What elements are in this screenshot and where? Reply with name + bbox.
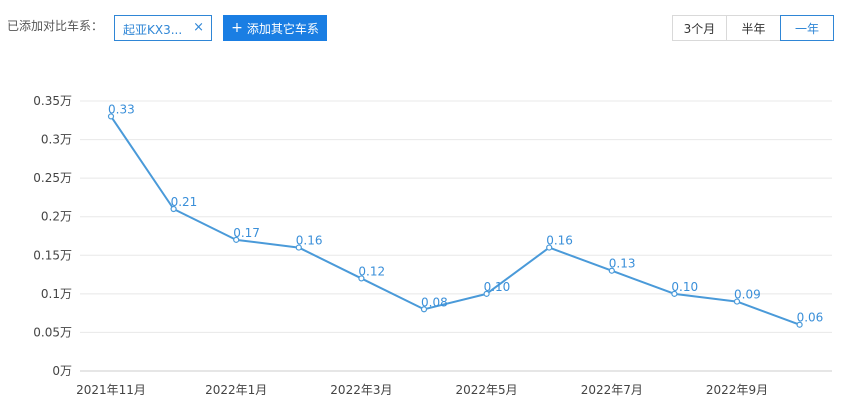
- range-selector: 3个月 半年 一年: [672, 15, 834, 41]
- y-tick-label: 0万: [52, 364, 72, 378]
- data-label: 0.10: [484, 280, 511, 294]
- series-chip-label: 起亚KX3...: [123, 23, 183, 37]
- x-tick-label: 2022年7月: [581, 383, 643, 397]
- plus-icon: +: [231, 20, 243, 36]
- data-label: 0.17: [233, 226, 260, 240]
- data-point: [358, 275, 365, 282]
- add-series-label: 添加其它车系: [246, 21, 319, 36]
- data-label: 0.13: [609, 257, 636, 271]
- x-tick-label: 2021年11月: [76, 383, 146, 397]
- data-label: 0.09: [734, 288, 761, 302]
- toolbar: 已添加对比车系： 起亚KX3... × + 添加其它车系 3个月 半年 一年: [0, 0, 852, 50]
- y-tick-label: 0.05万: [33, 325, 72, 339]
- y-tick-label: 0.2万: [41, 210, 72, 224]
- data-label: 0.08: [421, 295, 448, 309]
- series-line: [110, 115, 800, 326]
- x-tick-label: 2022年9月: [706, 383, 768, 397]
- y-tick-label: 0.15万: [33, 248, 72, 262]
- data-label: 0.21: [171, 195, 198, 209]
- compare-label: 已添加对比车系：: [7, 19, 104, 33]
- data-point: [546, 244, 553, 251]
- data-point: [295, 244, 302, 251]
- data-label: 0.16: [546, 234, 573, 248]
- x-tick-label: 2022年3月: [330, 383, 392, 397]
- series-layer: [107, 113, 803, 328]
- data-point: [796, 321, 803, 328]
- close-icon[interactable]: ×: [193, 20, 204, 35]
- data-label: 0.33: [108, 102, 135, 116]
- data-point: [107, 113, 115, 120]
- data-point: [671, 290, 678, 297]
- data-label: 0.10: [671, 280, 698, 294]
- x-tick-label: 2022年5月: [456, 383, 518, 397]
- data-label: 0.06: [797, 311, 824, 325]
- add-series-button[interactable]: + 添加其它车系: [223, 15, 327, 41]
- data-point: [420, 306, 428, 313]
- data-point: [483, 290, 490, 297]
- y-axis: 0万 0.05万 0.1万 0.15万 0.2万 0.25万 0.3万 0.35万: [33, 94, 72, 378]
- y-tick-label: 0.3万: [41, 133, 72, 147]
- x-axis: 2021年11月 2022年1月 2022年3月 2022年5月 2022年7月 2022…: [76, 383, 768, 397]
- y-tick-label: 0.1万: [41, 287, 72, 301]
- data-labels: 0.33 0.21 0.17 0.16 0.12 0.08 0.10 0.16 0.13 0.10…: [108, 102, 823, 324]
- data-label: 0.12: [358, 264, 385, 278]
- x-tick-label: 2022年1月: [205, 383, 267, 397]
- data-label: 0.16: [296, 234, 323, 248]
- data-point: [233, 236, 240, 243]
- range-half-year-button[interactable]: 半年: [726, 15, 781, 41]
- range-one-year-button[interactable]: 一年: [780, 15, 834, 41]
- grid-lines: [80, 100, 832, 372]
- y-tick-label: 0.25万: [33, 171, 72, 185]
- data-point: [733, 298, 741, 305]
- series-chip[interactable]: 起亚KX3... ×: [114, 15, 212, 41]
- data-point: [608, 267, 615, 274]
- y-tick-label: 0.35万: [33, 94, 72, 108]
- data-point: [170, 205, 177, 213]
